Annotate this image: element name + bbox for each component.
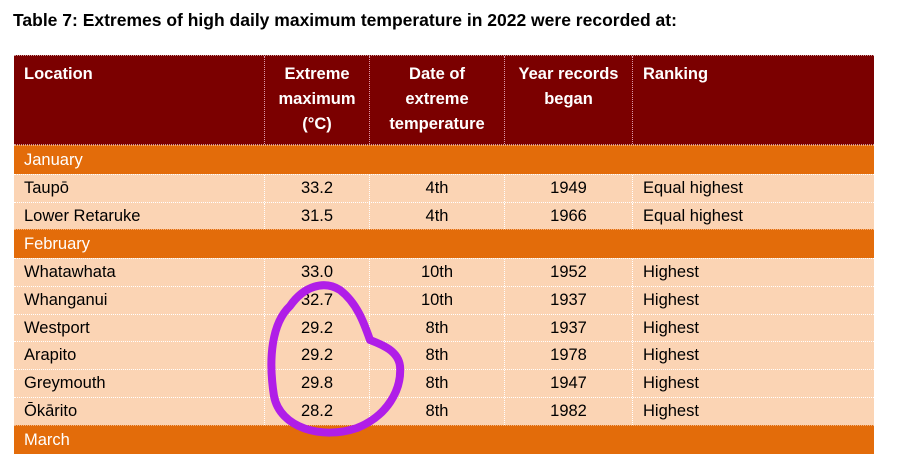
cell-year: 1949 xyxy=(504,175,632,202)
cell-ranking: Highest xyxy=(632,370,874,397)
table-row: Greymouth 29.8 8th 1947 Highest xyxy=(14,369,874,397)
cell-extreme-maximum: 33.0 xyxy=(264,259,369,287)
cell-location: Lower Retaruke xyxy=(24,206,141,225)
cell-date: 4th xyxy=(369,202,504,230)
cell-ranking: Highest xyxy=(632,287,874,314)
cell-year: 1937 xyxy=(504,287,632,314)
temperature-table: Location Extreme maximum (°C) Date of ex… xyxy=(14,55,874,454)
month-row: February xyxy=(14,229,874,259)
cell-year: 1947 xyxy=(504,370,632,397)
month-row: March xyxy=(14,424,874,454)
cell-extreme-maximum: 28.2 xyxy=(264,397,369,425)
cell-location: Arapito xyxy=(24,346,77,365)
cell-date: 8th xyxy=(369,397,504,425)
cell-date: 10th xyxy=(369,259,504,287)
header-year-line: Year records xyxy=(518,65,619,83)
cell-date: 10th xyxy=(369,287,504,314)
table-title: Table 7: Extremes of high daily maximum … xyxy=(13,10,677,30)
header-year: Year records began xyxy=(504,56,632,144)
cell-extreme-maximum: 31.5 xyxy=(264,202,369,230)
header-date-line: Date of xyxy=(409,65,465,83)
table-row: Arapito 29.2 8th 1978 Highest xyxy=(14,341,874,370)
cell-date: 4th xyxy=(369,175,504,202)
month-row: January xyxy=(14,145,874,174)
header-date-line: temperature xyxy=(389,115,485,133)
cell-extreme-maximum: 29.2 xyxy=(264,342,369,370)
cell-extreme-maximum: 32.7 xyxy=(264,287,369,314)
header-extreme-line: Extreme xyxy=(284,65,350,83)
cell-year: 1937 xyxy=(504,314,632,342)
table-header: Location Extreme maximum (°C) Date of ex… xyxy=(14,55,874,145)
cell-year: 1982 xyxy=(504,397,632,425)
table-row: Westport 29.2 8th 1937 Highest xyxy=(14,313,874,342)
header-extreme-maximum: Extreme maximum (°C) xyxy=(264,56,369,144)
cell-date: 8th xyxy=(369,314,504,342)
header-location: Location xyxy=(24,65,93,83)
header-extreme-line: (°C) xyxy=(302,115,332,133)
cell-year: 1978 xyxy=(504,342,632,370)
header-year-line: began xyxy=(544,90,593,108)
cell-location: Whanganui xyxy=(24,291,108,310)
cell-extreme-maximum: 29.8 xyxy=(264,370,369,397)
table-row: Ōkārito 28.2 8th 1982 Highest xyxy=(14,396,874,425)
cell-date: 8th xyxy=(369,342,504,370)
cell-year: 1966 xyxy=(504,202,632,230)
header-ranking: Ranking xyxy=(632,56,874,144)
table-row: Lower Retaruke 31.5 4th 1966 Equal highest xyxy=(14,201,874,230)
cell-extreme-maximum: 29.2 xyxy=(264,314,369,342)
cell-location: Greymouth xyxy=(24,374,106,393)
cell-ranking: Highest xyxy=(632,259,874,287)
cell-ranking: Highest xyxy=(632,342,874,370)
cell-ranking: Equal highest xyxy=(632,202,874,230)
cell-ranking: Equal highest xyxy=(632,175,874,202)
cell-location: Taupō xyxy=(24,179,69,197)
cell-ranking: Highest xyxy=(632,397,874,425)
header-extreme-line: maximum xyxy=(278,90,356,108)
cell-year: 1952 xyxy=(504,259,632,287)
cell-date: 8th xyxy=(369,370,504,397)
table-body: January Taupō 33.2 4th 1949 Equal highest Lowe… xyxy=(14,145,874,454)
table-row: Whatawhata 33.0 10th 1952 Highest xyxy=(14,258,874,287)
table-row: Whanganui 32.7 10th 1937 Highest xyxy=(14,286,874,314)
table-row: Taupō 33.2 4th 1949 Equal highest xyxy=(14,174,874,202)
cell-location: Ōkārito xyxy=(24,401,78,420)
cell-location: Whatawhata xyxy=(24,263,116,282)
header-date-line: extreme xyxy=(405,90,469,108)
cell-ranking: Highest xyxy=(632,314,874,342)
header-date: Date of extreme temperature xyxy=(369,56,504,144)
cell-extreme-maximum: 33.2 xyxy=(264,175,369,202)
cell-location: Westport xyxy=(24,318,90,337)
